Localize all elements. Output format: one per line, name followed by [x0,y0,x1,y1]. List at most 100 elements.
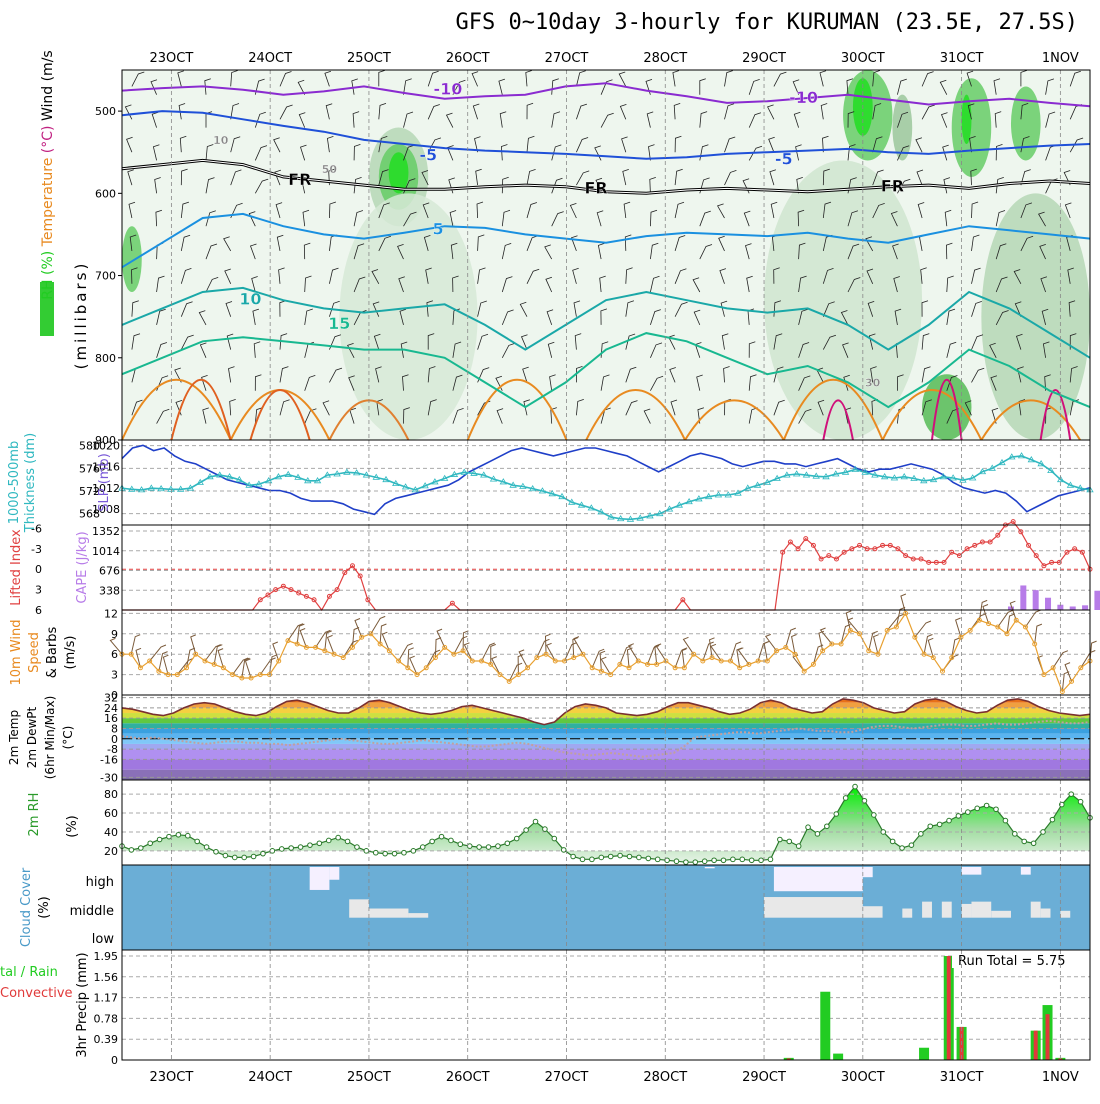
cloud-unit-label: (%) [37,896,52,919]
rh-point [250,853,257,860]
wind-barb-10m [674,648,687,668]
rh-point [1040,829,1046,835]
temp-label-3: (°C) [61,726,75,750]
thickness-point [186,484,195,491]
contour-label-3: -5 [775,150,793,169]
wind-barb [279,399,290,416]
wind-label-2: & Barbs [45,627,60,679]
wind-barb [971,334,984,350]
wind-barb [1018,399,1026,416]
wind-barb [798,342,810,358]
cloud-mid-5 [902,908,913,918]
rh-point [429,838,435,845]
wind-barb [304,308,313,325]
warm-isotherm-5 [684,399,785,441]
wind-barb [499,111,507,128]
wind-barb [351,78,358,95]
rh-point [758,857,764,864]
wind-barb [993,78,1001,95]
rh-point [861,797,868,804]
wind-barb [724,103,735,120]
wind-barb [1042,341,1050,358]
wind-barb-10m [914,620,932,638]
thickness-point [489,475,498,482]
rh-shade-2 [388,152,409,194]
lifted-point [987,539,993,545]
wind-speed-point [184,665,190,671]
rh-point [871,812,877,818]
rh-point [589,856,595,863]
cloud-high-0 [309,867,330,890]
wind-barb [156,275,165,293]
wind-speed-point [866,648,872,654]
wind-barb [324,70,332,87]
wind-barb [796,177,803,194]
rh-point [692,859,699,865]
rh-point [560,847,567,853]
wind-barb-10m [354,618,363,638]
wind-barb [353,144,361,161]
wind-barb [403,144,415,161]
panel-bg-wind10m [122,610,1090,695]
wind-barb [427,399,437,416]
wind-barb [329,267,339,284]
wind-speed-point [303,644,309,650]
wind-speed-point [746,661,752,667]
wind-speed-point [912,634,918,640]
wind-barb-10m [462,630,469,651]
contour-label-4: FR [288,170,311,189]
lifted-point [288,587,294,593]
wind-barb [917,202,925,219]
wind-barb [773,333,783,350]
ytick-precip: 0.78 [94,1012,119,1025]
wind-barb [798,242,806,260]
wind-barb [939,79,948,95]
ytick-precip: 1.56 [94,971,119,984]
precip-label: 3hr Precip (mm) [75,952,90,1057]
wind-barb [526,102,534,120]
wind-barb [253,341,261,358]
wind-barb-10m [490,643,496,665]
wind-barb [452,341,462,358]
wind-barb [279,333,288,350]
rh-point [325,837,332,844]
wind-barb-10m [436,628,446,648]
wind-barb-10m [244,658,252,679]
wind-barb [595,177,603,194]
wind-barb-10m [927,637,934,658]
thickness-point [480,471,488,478]
wind-barb [920,267,927,284]
rh-point [767,856,774,863]
wind-barb [650,375,664,391]
wind-barb [201,375,208,391]
wind-barb-10m [296,623,305,645]
thickness-point [362,471,371,478]
ytick-precip: 1.95 [94,950,119,963]
thickness-point [313,477,322,484]
wind-barb-10m [573,636,584,655]
lifted-point [273,587,279,593]
rh-point [269,848,276,854]
wind-barb [674,168,683,186]
wind-barb [866,268,874,284]
wind-barb [526,135,535,153]
rh-shade-9 [1010,86,1041,161]
rh-point [795,843,802,849]
isotherm-15 [121,332,1091,409]
thickness-point [587,504,596,511]
lifted-point [1079,549,1085,555]
wind-speed-point [359,634,365,640]
wind-barb [551,211,564,227]
top-time-label: 28OCT [643,51,687,66]
wind-barb [249,243,257,260]
wind-barb [322,400,330,416]
wind-barb [275,202,283,219]
contour-label-5: FR [584,178,607,197]
wind-barb [574,333,582,350]
wind-barb [822,201,832,219]
wind-barb [699,111,708,128]
wind-speed-point [903,610,909,616]
wind-barb [279,366,289,383]
rh-point [260,850,266,857]
rh-point [908,842,915,848]
